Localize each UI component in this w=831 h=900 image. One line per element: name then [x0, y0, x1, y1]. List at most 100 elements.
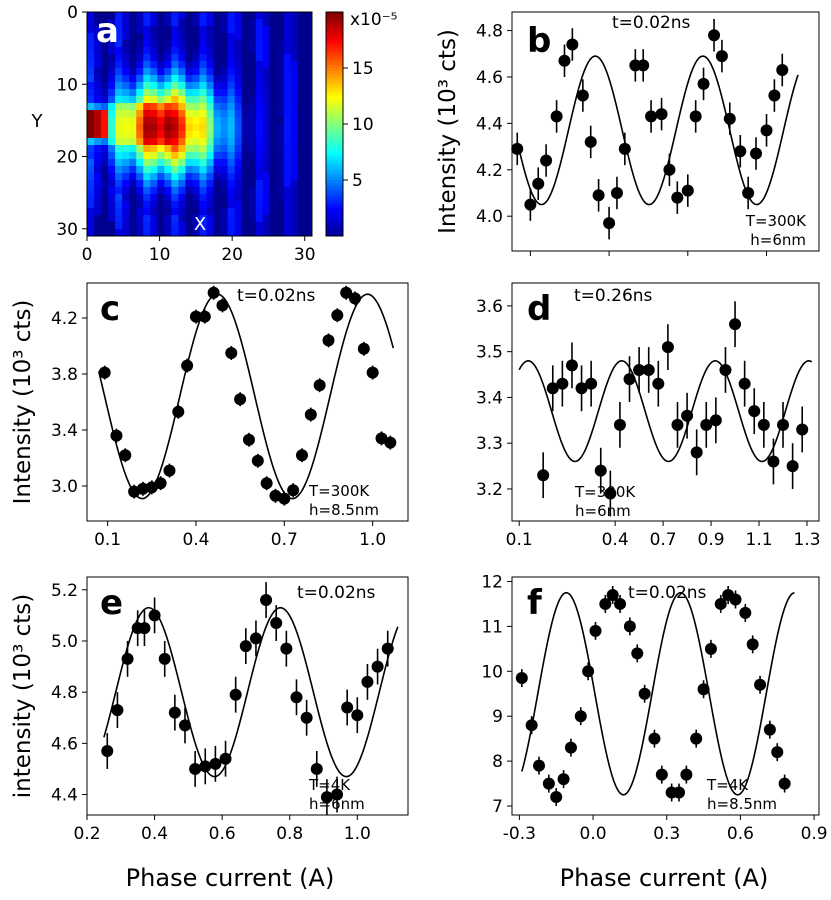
heatmap-cell	[108, 96, 116, 104]
heatmap-cell	[136, 222, 144, 230]
heatmap-cell	[304, 117, 313, 125]
heatmap-cell	[206, 138, 214, 146]
heatmap-cell	[87, 89, 95, 97]
heatmap-cell	[283, 159, 292, 167]
data-point	[748, 405, 761, 418]
heatmap-cell	[94, 19, 102, 27]
heatmap-cell	[297, 89, 306, 97]
heatmap-cell	[87, 33, 95, 41]
heatmap-cell	[185, 110, 193, 118]
heatmap-cell	[122, 40, 130, 48]
colorbar-segment	[326, 104, 343, 108]
heatmap-cell	[234, 110, 243, 118]
colorbar-segment	[326, 143, 343, 147]
heatmap-cell	[94, 33, 102, 41]
heatmap-cell	[87, 61, 95, 69]
heatmap-cell	[87, 103, 95, 111]
heatmap-cell	[227, 180, 236, 188]
heatmap-cell	[304, 166, 313, 174]
heatmap-cell	[227, 117, 236, 125]
heatmap-cell	[171, 61, 179, 69]
heatmap-cell	[227, 138, 236, 146]
heatmap-cell	[248, 19, 257, 27]
colorbar-segment	[326, 98, 343, 103]
data-point	[154, 477, 167, 490]
colorbar-segment	[326, 202, 343, 206]
y-axis-label: intensity (10³ cts)	[10, 594, 36, 798]
heatmap-cell	[276, 208, 285, 216]
heatmap-cell	[101, 152, 109, 160]
heatmap-cell	[87, 12, 95, 20]
heatmap-cell	[192, 54, 200, 62]
heatmap-cell	[108, 117, 116, 125]
heatmap-cell	[283, 40, 292, 48]
x-tick-label: 0.7	[271, 530, 298, 550]
heatmap-cell	[101, 82, 109, 90]
heatmap-cell	[206, 110, 214, 118]
colorbar-segment	[326, 54, 343, 58]
heatmap-cell	[94, 89, 102, 97]
heatmap-cell	[262, 19, 271, 27]
heatmap-cell	[255, 75, 264, 83]
heatmap-cell	[150, 229, 158, 237]
heatmap-cell	[220, 12, 229, 20]
heatmap-cell	[129, 166, 137, 174]
heatmap-cell	[241, 47, 250, 55]
colorbar-segment	[326, 219, 343, 223]
heatmap-cell	[122, 82, 130, 90]
heatmap-cell	[220, 194, 229, 202]
heatmap-cell	[199, 138, 207, 146]
heatmap-cell	[290, 145, 299, 153]
heatmap-cell	[269, 68, 278, 76]
colorbar-segment	[326, 191, 343, 195]
heatmap-cell	[283, 145, 292, 153]
colorbar-segment	[326, 84, 343, 89]
heatmap-cell	[255, 117, 264, 125]
heatmap-cell	[87, 201, 95, 209]
heatmap-cell	[157, 187, 165, 195]
heatmap-cell	[185, 103, 193, 111]
heatmap-cell	[171, 96, 179, 104]
heatmap-cell	[108, 166, 116, 174]
heatmap-cell	[115, 75, 123, 83]
heatmap-cell	[192, 40, 200, 48]
heatmap-cell	[304, 159, 313, 167]
heatmap-cell	[297, 124, 306, 132]
heatmap-cell	[248, 180, 257, 188]
heatmap-cell	[150, 194, 158, 202]
heatmap-cell	[241, 187, 250, 195]
colorbar-tick-label: 5	[352, 171, 363, 191]
heatmap-cell	[192, 110, 200, 118]
heatmap-cell	[227, 222, 236, 230]
heatmap-cell	[255, 187, 264, 195]
heatmap-cell	[171, 12, 179, 20]
heatmap-cell	[101, 194, 109, 202]
heatmap-cell	[157, 180, 165, 188]
heatmap-cell	[220, 61, 229, 69]
heatmap-cell	[136, 68, 144, 76]
heatmap-cell	[164, 68, 172, 76]
heatmap-cell	[297, 103, 306, 111]
heatmap-cell	[234, 222, 243, 230]
heatmap-cell	[157, 173, 165, 181]
heatmap-cell	[185, 82, 193, 90]
heatmap-cell	[164, 152, 172, 160]
heatmap-cell	[143, 61, 151, 69]
heatmap-cell	[297, 40, 306, 48]
heatmap-cell	[276, 89, 285, 97]
heatmap-cell	[108, 26, 116, 34]
heatmap-cell	[115, 54, 123, 62]
heatmap-cell	[115, 131, 123, 139]
heatmap-cell	[227, 159, 236, 167]
heatmap-cell	[199, 166, 207, 174]
heatmap-cell	[94, 229, 102, 237]
heatmap-frame	[86, 11, 313, 237]
y-tick-label: 5.0	[51, 632, 78, 652]
heatmap-cell	[178, 152, 186, 160]
heatmap-cell	[199, 54, 207, 62]
heatmap-cell	[115, 47, 123, 55]
colorbar-segment	[326, 34, 343, 38]
data-point	[216, 299, 229, 312]
heatmap-cell	[297, 47, 306, 55]
heatmap-cell	[241, 222, 250, 230]
